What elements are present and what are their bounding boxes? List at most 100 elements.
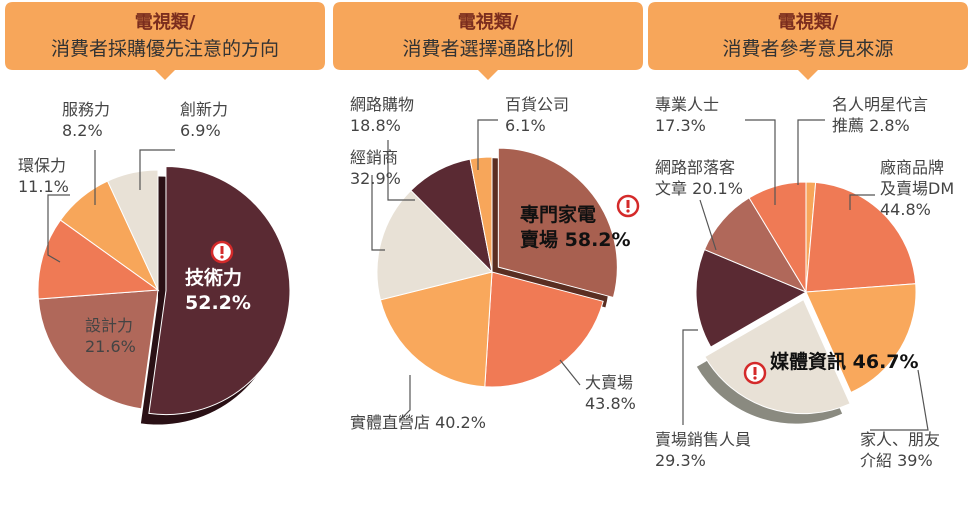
leader-line [797,119,825,185]
slice [37,289,159,410]
title-block: 電視類/消費者參考意見來源 [648,8,968,61]
value-label: 20.1% [692,178,743,198]
category-label: 經銷商 [350,148,399,167]
title-block: 電視類/消費者選擇通路比例 [333,8,643,61]
slice-label: 網路購物 18.8% [350,95,414,137]
slice [469,156,493,273]
value-label: 29.3% [655,450,706,470]
leader-line [399,375,411,421]
category-label: 網路購物 [350,95,415,114]
slice-label: 專門家電 賣場 58.2% [520,203,631,252]
value-label: 40.2% [435,413,486,432]
leader-line [47,194,70,263]
slice [376,189,493,301]
alert-icon [220,246,224,254]
category-label: 名人明星代言 推薦 [832,95,929,135]
slice-label: 大賣場 43.8% [585,373,636,415]
alert-icon [626,200,630,208]
leader-line [477,119,498,170]
slice [148,166,291,416]
leader-line [559,359,581,386]
slice-label: 家人、朋友 介紹 39% [860,430,940,472]
alert-icon [753,376,757,380]
value-label: 44.8% [880,199,931,219]
slice-label: 創新力 6.9% [180,100,228,142]
leader-line [699,199,717,251]
slice-label: 技術力 52.2% [185,266,251,315]
title-box [648,2,968,80]
title-box [5,2,325,80]
slice [497,147,618,299]
category-label: 百貨公司 [505,95,570,114]
slice-label: 名人明星代言 推薦 2.8% [832,95,928,137]
chart-title: 電視類/ [777,12,839,33]
slice [748,181,807,294]
leader-line [139,149,175,190]
slice-label: 環保力 11.1% [18,156,69,198]
category-label: 廠商品牌 及賣場DM [880,158,955,198]
category-label: 創新力 [180,100,229,119]
slice-label: 網路部落客 文章 20.1% [655,158,743,200]
chart-title: 電視類/ [457,12,519,33]
slice [695,248,808,348]
slice [805,283,917,394]
slice [484,271,604,388]
leader-line [682,329,698,425]
category-label: 媒體資訊 [770,351,847,373]
category-label: 技術力 [185,267,243,289]
category-label: 大賣場 [585,373,634,392]
slice [379,271,493,388]
value-label: 6.9% [180,120,221,140]
chart-subtitle: 消費者選擇通路比例 [402,38,574,60]
leader-line [849,194,875,210]
category-label: 服務力 [62,100,111,119]
leader-line [371,175,385,251]
slice [37,219,160,300]
alert-icon [753,367,757,375]
leader-line [870,369,929,431]
category-label: 設計力 [85,316,134,335]
leader-line [745,119,776,205]
category-label: 賣場銷售人員 [655,430,752,449]
slice [106,169,159,291]
value-label: 46.7% [852,351,919,373]
slice-label: 廠商品牌 及賣場DM 44.8% [880,158,954,220]
value-label: 8.2% [62,120,103,140]
category-label: 專門家電 賣場 [520,204,597,251]
value-label: 11.1% [18,176,69,196]
title-box [333,2,643,80]
value-label: 43.8% [585,393,636,413]
category-label: 家人、朋友 介紹 [860,430,941,470]
slice [805,181,917,293]
title-block: 電視類/消費者採購優先注意的方向 [5,8,325,61]
alert-icon [626,209,630,213]
value-label: 21.6% [85,336,136,356]
category-label: 網路部落客 文章 [655,158,736,198]
value-label: 17.3% [655,115,706,135]
slice [704,298,851,415]
value-label: 2.8% [869,115,910,135]
slice-label: 實體直營店 40.2% [350,413,486,434]
slice-label: 賣場銷售人員 29.3% [655,430,751,472]
value-label: 39% [897,450,933,470]
alert-icon [220,255,224,259]
category-label: 環保力 [18,156,67,175]
slice-label: 百貨公司 6.1% [505,95,569,137]
chart-title: 電視類/ [134,12,196,33]
leader-line [387,140,415,201]
chart-subtitle: 消費者採購優先注意的方向 [50,38,279,60]
value-label: 6.1% [505,115,546,135]
slice-label: 服務力 8.2% [62,100,110,142]
slice-label: 經銷商 32.9% [350,148,401,190]
slice-label: 設計力 21.6% [85,316,136,358]
category-label: 實體直營店 [350,413,431,432]
value-label: 58.2% [564,228,631,251]
chart-subtitle: 消費者參考意見來源 [722,38,894,60]
value-label: 18.8% [350,115,401,135]
slice-label: 媒體資訊 46.7% [770,350,919,375]
value-label: 32.9% [350,168,401,188]
slice-label: 專業人士 17.3% [655,95,719,137]
category-label: 專業人士 [655,95,720,114]
